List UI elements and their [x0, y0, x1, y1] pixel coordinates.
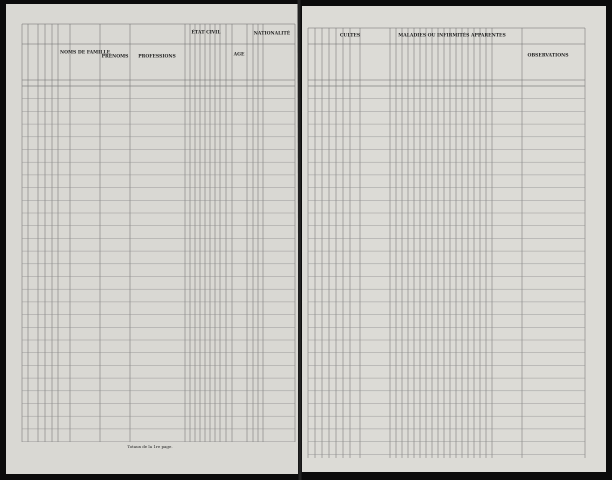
header-label: PRÉNOMS [102, 52, 129, 60]
header-label: ÉTAT CIVIL [191, 28, 221, 36]
header-label: NATIONALITÉ [254, 29, 291, 37]
right-page [302, 6, 606, 472]
right-grid [307, 27, 586, 458]
header-label: MALADIES OU INFIRMITÉS APPARENTES [398, 31, 505, 39]
left-page [6, 4, 298, 474]
header-label: CULTES [340, 33, 360, 39]
header-label: AGE [233, 52, 245, 58]
header-label: NOMS DE FAMILLE [60, 50, 111, 56]
header-label: PROFESSIONS [138, 54, 175, 60]
footer-label: Totaux de la 1re page. [127, 444, 172, 449]
header-label: OBSERVATIONS [527, 53, 568, 59]
binding [297, 0, 302, 480]
left-grid [21, 23, 296, 442]
